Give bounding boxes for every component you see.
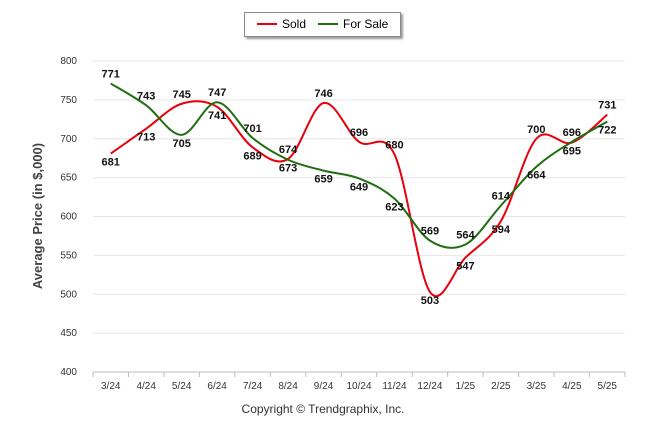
data-label-sold: 674 <box>279 144 298 156</box>
series-line-sold[interactable] <box>110 100 608 297</box>
y-tick-label: 400 <box>60 367 77 378</box>
legend-item-sold[interactable]: Sold <box>257 17 306 31</box>
data-label-for-sale: 771 <box>102 69 120 81</box>
x-tick-label: 4/25 <box>562 381 582 392</box>
data-label-for-sale: 696 <box>563 127 581 139</box>
data-label-for-sale: 701 <box>243 123 261 135</box>
y-axis-label: Average Price (in $,000) <box>30 143 45 289</box>
data-label-for-sale: 673 <box>279 163 297 175</box>
data-label-sold: 696 <box>350 127 368 139</box>
y-tick-label: 600 <box>60 212 77 223</box>
y-tick-label: 450 <box>60 328 77 339</box>
sold-swatch-icon <box>257 23 277 25</box>
data-label-for-sale: 664 <box>527 170 546 182</box>
data-label-for-sale: 623 <box>385 202 403 214</box>
data-label-sold: 594 <box>492 224 511 236</box>
data-label-sold: 695 <box>563 146 581 158</box>
data-label-for-sale: 614 <box>492 191 511 203</box>
data-label-for-sale: 743 <box>137 90 155 102</box>
data-label-sold: 680 <box>385 139 403 151</box>
y-tick-label: 750 <box>60 95 77 106</box>
x-tick-labels: 3/24 4/24 5/24 6/24 7/24 8/24 9/24 10/24 11/24 12… <box>101 381 617 392</box>
data-label-for-sale: 659 <box>314 174 332 186</box>
y-tick-labels: 400 450 500 550 600 650 700 750 800 <box>60 56 77 378</box>
x-tick-label: 5/25 <box>598 381 618 392</box>
x-tick-label: 4/24 <box>136 381 156 392</box>
y-tick-label: 650 <box>60 173 77 184</box>
data-label-for-sale: 649 <box>350 181 368 193</box>
data-label-for-sale: 705 <box>172 138 190 150</box>
copyright-text: Copyright © Trendgraphix, Inc. <box>241 402 405 416</box>
legend-label-sold: Sold <box>282 17 307 31</box>
data-label-sold: 731 <box>598 100 616 112</box>
data-label-sold: 700 <box>527 124 545 136</box>
axes <box>92 371 626 377</box>
data-label-sold: 689 <box>243 150 261 162</box>
data-label-sold: 741 <box>208 110 226 122</box>
y-tick-label: 550 <box>60 250 77 261</box>
x-tick-label: 9/24 <box>314 381 334 392</box>
data-label-for-sale: 722 <box>598 125 616 137</box>
legend-label-for-sale: For Sale <box>343 17 389 31</box>
data-labels: 681 713 745 741 689 674 746 696 680 503 547 594 700 6… <box>102 69 617 307</box>
data-label-for-sale: 564 <box>456 229 475 241</box>
x-tick-label: 3/24 <box>101 381 121 392</box>
x-tick-label: 5/24 <box>172 381 192 392</box>
series-lines <box>110 82 608 297</box>
data-label-sold: 746 <box>314 88 332 100</box>
x-tick-label: 2/25 <box>491 381 511 392</box>
data-label-for-sale: 747 <box>208 87 226 99</box>
data-label-for-sale: 569 <box>421 226 439 238</box>
data-label-sold: 713 <box>137 132 155 144</box>
x-tick-label: 1/25 <box>456 381 476 392</box>
legend-item-for-sale[interactable]: For Sale <box>318 17 388 31</box>
y-tick-label: 700 <box>60 134 77 145</box>
x-tick-label: 7/24 <box>243 381 263 392</box>
y-tick-label: 500 <box>60 289 77 300</box>
series-line-for-sale[interactable] <box>110 82 608 249</box>
data-label-sold: 547 <box>456 261 474 273</box>
data-label-sold: 503 <box>421 295 439 307</box>
x-tick-label: 6/24 <box>207 381 227 392</box>
data-label-sold: 681 <box>102 157 120 169</box>
legend[interactable]: Sold For Sale <box>244 12 401 37</box>
x-tick-label: 12/24 <box>417 381 442 392</box>
x-tick-label: 11/24 <box>382 381 407 392</box>
data-label-sold: 745 <box>172 89 190 101</box>
x-tick-label: 10/24 <box>346 381 371 392</box>
x-tick-label: 8/24 <box>278 381 298 392</box>
y-tick-label: 800 <box>60 56 77 67</box>
x-tick-label: 3/25 <box>527 381 547 392</box>
for-sale-swatch-icon <box>318 23 338 25</box>
